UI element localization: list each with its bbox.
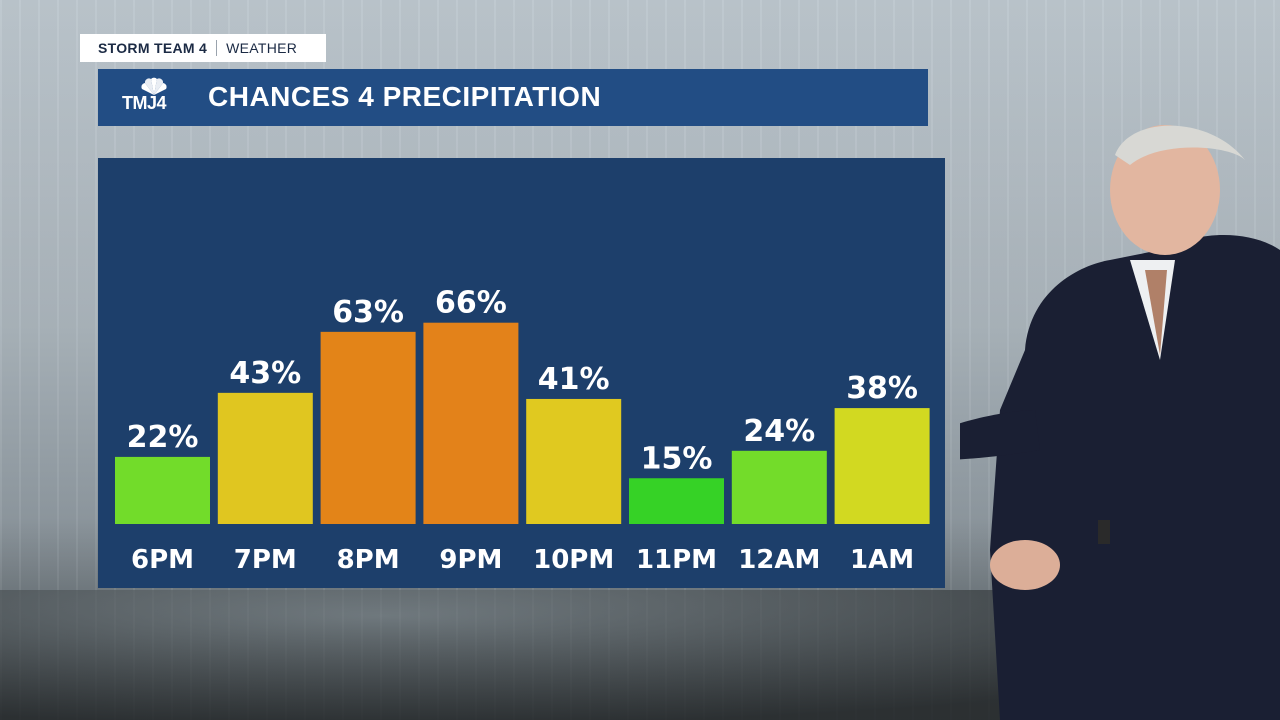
value-label-6pm: 22% [127,420,199,455]
title-bar: TMJ4 CHANCES 4 PRECIPITATION [98,69,928,126]
chart-panel: 22% 6PM 43% 7PM 63% 8PM 66% 9PM 41% 10PM 15% 11PM 24… [98,158,945,588]
brand-tab: STORM TEAM 4 WEATHER [80,34,326,62]
precipitation-bar-chart: 22% 6PM 43% 7PM 63% 8PM 66% 9PM 41% 10PM 15% 11PM 24… [115,286,930,575]
station-logo-text: TMJ4 [122,93,167,113]
value-label-8pm: 63% [332,295,404,330]
bar-8pm [320,331,416,524]
category-label-12am: 12AM [738,545,820,575]
value-label-7pm: 43% [229,356,301,391]
brand-team-label: STORM TEAM 4 [98,40,208,56]
chart-title: CHANCES 4 PRECIPITATION [208,81,602,112]
bar-1am [834,408,930,524]
station-logo: TMJ4 [122,77,186,119]
bar-7pm [217,392,313,524]
value-label-1am: 38% [846,371,918,406]
category-label-9pm: 9PM [439,545,502,575]
value-label-10pm: 41% [538,362,610,397]
presenter-silhouette [960,125,1280,720]
category-label-6pm: 6PM [131,545,194,575]
bar-11pm [629,478,724,524]
bar-9pm [423,322,519,524]
category-label-1am: 1AM [850,545,914,575]
peacock-icon [141,77,167,95]
brand-divider [216,40,217,56]
brand-section-label: WEATHER [226,40,298,56]
value-label-9pm: 66% [435,286,507,321]
bar-6pm [115,456,210,524]
category-label-7pm: 7PM [234,545,297,575]
value-label-12am: 24% [743,414,815,449]
category-label-11pm: 11PM [636,545,717,575]
bar-12am [731,450,827,524]
category-label-10pm: 10PM [533,545,614,575]
value-label-11pm: 15% [641,441,713,476]
category-label-8pm: 8PM [337,545,400,575]
bar-10pm [526,398,622,524]
